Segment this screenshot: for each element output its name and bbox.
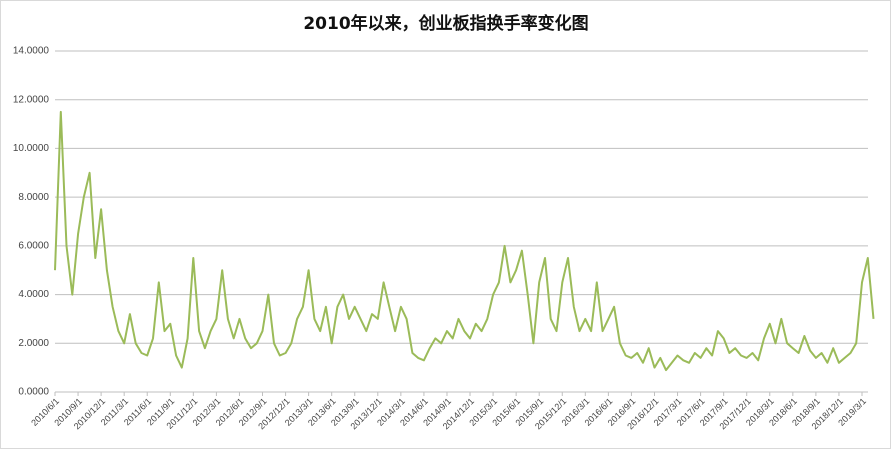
y-tick-label: 0.0000 (18, 387, 49, 398)
y-tick-label: 14.0000 (13, 46, 50, 57)
y-tick-label: 2.0000 (18, 338, 49, 349)
chart-title: 2010年以来，创业板指换手率变化图 (303, 13, 588, 34)
y-tick-label: 6.0000 (18, 240, 49, 251)
y-tick-label: 8.0000 (18, 192, 49, 203)
y-tick-label: 4.0000 (18, 289, 49, 300)
line-series (54, 110, 875, 372)
y-tick-label: 12.0000 (13, 94, 50, 105)
y-tick-label: 10.0000 (13, 143, 50, 154)
